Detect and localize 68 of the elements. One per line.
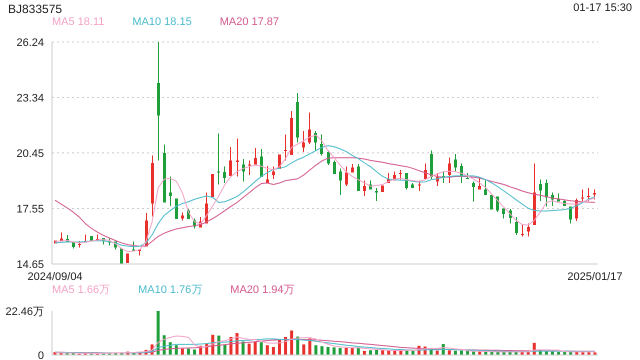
candlestick xyxy=(587,187,590,202)
y-tick-label: 17.55 xyxy=(16,203,44,216)
bar xyxy=(290,330,294,355)
bar xyxy=(344,348,348,355)
candlestick xyxy=(478,176,481,190)
candlestick xyxy=(169,176,172,206)
y-tick-label: 20.45 xyxy=(16,148,44,160)
candlestick xyxy=(545,179,548,208)
bar xyxy=(254,341,257,355)
bar xyxy=(314,345,318,355)
candlestick xyxy=(320,134,323,156)
bar xyxy=(156,311,160,355)
x-tick-label: 2025/01/17 xyxy=(567,270,622,283)
bar xyxy=(260,342,263,355)
candlestick xyxy=(581,188,584,204)
candlestick xyxy=(236,138,239,178)
candlestick xyxy=(157,42,160,161)
bar xyxy=(436,350,439,355)
bar xyxy=(266,345,269,355)
bar xyxy=(180,348,184,355)
y-tick-label: 14.65 xyxy=(16,258,44,271)
candlestick xyxy=(284,134,287,161)
bar xyxy=(248,344,251,355)
bar xyxy=(186,348,190,355)
bar xyxy=(550,352,554,355)
text: MA5 1.66万 xyxy=(52,283,110,297)
bar xyxy=(460,350,463,355)
chart-title: BJ833575 xyxy=(8,2,62,16)
text: MA5 18.11 xyxy=(52,16,104,28)
candlestick xyxy=(302,130,305,153)
y-tick-label: 0 xyxy=(38,350,44,360)
candlestick xyxy=(254,147,257,164)
candlestick xyxy=(308,112,311,145)
line-series xyxy=(54,335,596,354)
x-tick-label: 2024/09/04 xyxy=(28,270,83,283)
candlestick xyxy=(151,154,154,217)
bar xyxy=(472,352,476,355)
candlestick xyxy=(229,146,232,176)
bar xyxy=(320,346,324,355)
candlestick xyxy=(223,166,226,184)
candlestick xyxy=(248,160,251,176)
y-tick-label: 26.24 xyxy=(16,36,44,49)
candlestick xyxy=(272,166,275,180)
candlestick xyxy=(418,180,421,192)
candlestick xyxy=(266,166,269,183)
candlestick xyxy=(339,168,342,196)
text: MA20 17.87 xyxy=(220,16,280,28)
candlestick xyxy=(399,169,402,180)
bar xyxy=(332,347,336,355)
candlestick xyxy=(296,92,299,144)
bar xyxy=(193,350,196,355)
text: 01-17 15:30 xyxy=(573,2,632,14)
y-tick-label: 22.46万 xyxy=(5,306,44,318)
text: MA10 18.15 xyxy=(132,16,192,28)
candlestick xyxy=(363,180,366,197)
y-tick-label: 23.34 xyxy=(16,92,44,104)
bar xyxy=(272,346,275,355)
text: MA20 1.94万 xyxy=(230,283,294,297)
bar xyxy=(302,344,306,355)
bar xyxy=(338,348,342,355)
bar xyxy=(326,346,330,355)
candlestick xyxy=(448,157,451,184)
candlestick xyxy=(539,179,542,202)
candlestick xyxy=(484,180,487,196)
text: MA10 1.76万 xyxy=(138,283,202,297)
candlestick xyxy=(454,153,457,172)
bar xyxy=(223,344,226,355)
candlestick xyxy=(472,180,475,202)
